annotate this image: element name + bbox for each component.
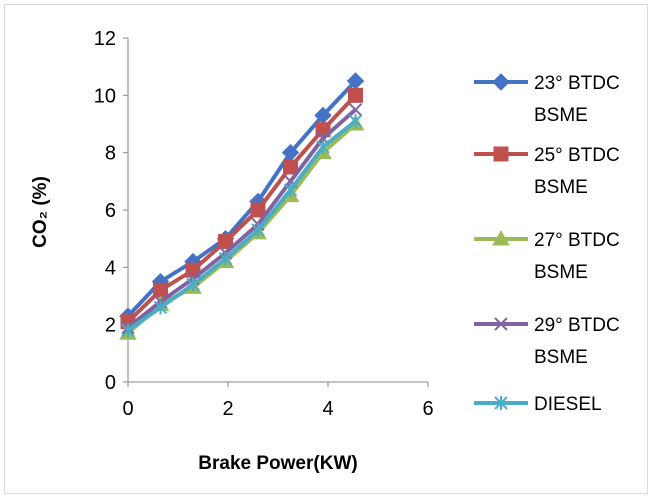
legend-label-1: BSME bbox=[534, 105, 588, 126]
data-point-series-5 bbox=[348, 114, 363, 129]
legend-label-4: BSME bbox=[534, 347, 588, 368]
data-point-series-5 bbox=[121, 323, 135, 338]
data-point-series-2 bbox=[153, 282, 168, 298]
data-point-series-2 bbox=[283, 159, 298, 175]
data-point-series-4 bbox=[348, 102, 363, 117]
x-tick-label: 6 bbox=[422, 398, 433, 420]
legend-label-3: 27° BTDC bbox=[534, 230, 620, 251]
legend-label-3: BSME bbox=[534, 262, 588, 283]
series-line-4 bbox=[126, 108, 357, 330]
x-tick-label: 0 bbox=[122, 398, 133, 420]
y-tick-label: 10 bbox=[94, 85, 116, 107]
x-axis-title: Brake Power(KW) bbox=[198, 453, 357, 474]
legend-marker-4 bbox=[494, 317, 508, 331]
legend-label-2: BSME bbox=[534, 177, 588, 198]
legend-marker-2 bbox=[493, 146, 509, 162]
legend: 23° BTDC BSME 25° BTDC BSME 27° BTDC BSME 29° … bbox=[474, 73, 620, 415]
legend-marker-1 bbox=[492, 73, 510, 91]
data-point-series-5 bbox=[218, 251, 233, 266]
legend-label-2: 25° BTDC bbox=[534, 145, 620, 166]
y-tick-label: 6 bbox=[105, 200, 116, 222]
series-line-1 bbox=[126, 79, 357, 318]
y-axis-title: CO₂ (%) bbox=[30, 176, 51, 248]
series-line-5 bbox=[126, 119, 357, 333]
y-tick-label: 0 bbox=[105, 372, 116, 394]
data-point-series-5 bbox=[186, 277, 200, 292]
legend-marker-5 bbox=[494, 396, 508, 410]
y-tick-label: 4 bbox=[105, 257, 116, 279]
data-point-series-5 bbox=[153, 300, 168, 315]
x-tick-label: 4 bbox=[322, 398, 333, 420]
x-tick-label: 2 bbox=[222, 398, 233, 420]
data-point-series-2 bbox=[250, 202, 266, 218]
y-tick-label: 2 bbox=[105, 315, 116, 337]
y-tick-label: 8 bbox=[105, 143, 116, 165]
legend-label-4: 29° BTDC bbox=[534, 315, 620, 336]
data-point-series-5 bbox=[251, 223, 265, 238]
data-point-series-5 bbox=[283, 182, 298, 197]
y-tick-label: 12 bbox=[94, 28, 116, 50]
legend-label-5: DIESEL bbox=[534, 394, 602, 415]
legend-marker-3 bbox=[492, 229, 510, 246]
chart-area bbox=[4, 4, 648, 494]
data-point-series-2 bbox=[218, 234, 233, 250]
legend-label-1: 23° BTDC bbox=[534, 73, 620, 94]
data-point-series-2 bbox=[348, 87, 363, 103]
plot-area: 0 2 4 6 8 10 12 0 2 4 6 bbox=[94, 28, 434, 420]
data-point-series-5 bbox=[316, 139, 330, 154]
